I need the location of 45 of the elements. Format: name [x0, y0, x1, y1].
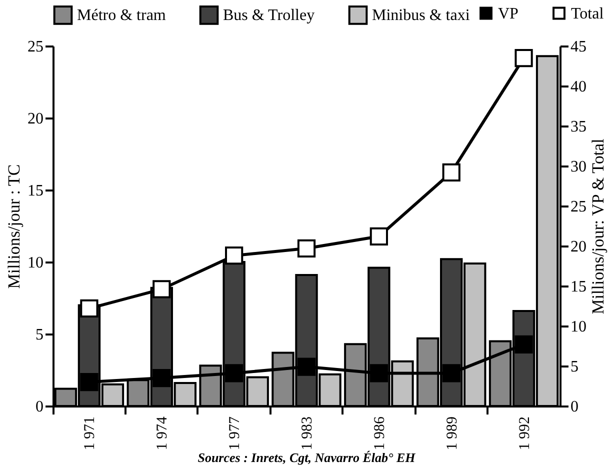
- legend-label: VP: [498, 5, 519, 22]
- y-tick-label: 5: [36, 326, 44, 344]
- y2-tick-label: 10: [570, 318, 586, 336]
- x-tick-label: 1 974: [154, 416, 171, 450]
- y2-tick-label: 0: [570, 398, 578, 416]
- point: [152, 368, 171, 388]
- x-tick-label: 1 977: [227, 416, 244, 450]
- y2-axis-title: Millions/jour: VP & Total: [588, 138, 608, 314]
- y2-tick-label: 40: [570, 78, 586, 96]
- point: [80, 299, 98, 318]
- point: [514, 335, 533, 354]
- y-tick-label: 15: [28, 182, 44, 200]
- y2-tick-label: 20: [570, 238, 586, 256]
- y2-tick-label: 35: [570, 118, 586, 136]
- y2-tick-label: 5: [570, 358, 578, 376]
- y2-tick-label: 15: [570, 278, 586, 296]
- source-note: Sources : Inrets, Cgt, Navarro Élab° EH: [198, 450, 416, 465]
- point: [442, 364, 460, 382]
- legend-label: Minibus & taxi: [372, 7, 470, 24]
- x-tick-label: 1 971: [82, 416, 98, 450]
- point: [297, 358, 316, 376]
- x-tick-label: 1 983: [300, 416, 316, 450]
- point: [225, 246, 244, 265]
- point: [370, 364, 388, 382]
- point: [297, 239, 316, 258]
- y-axis-title: Millions/jour : TC: [4, 164, 24, 289]
- legend-label: Métro & tram: [77, 7, 166, 24]
- point: [514, 48, 533, 68]
- x-tick-label: 1 986: [372, 416, 388, 450]
- point: [442, 163, 460, 182]
- legend-label: Total: [571, 5, 604, 22]
- y2-tick-label: 30: [570, 158, 586, 176]
- point: [80, 372, 98, 392]
- point: [370, 227, 388, 246]
- y-tick-label: 10: [28, 254, 44, 272]
- y-tick-label: 20: [28, 110, 44, 128]
- y-tick-label: 0: [36, 398, 44, 416]
- x-tick-label: 1 992: [516, 416, 533, 450]
- y2-tick-label: 45: [570, 38, 586, 56]
- x-tick-label: 1 989: [444, 416, 460, 450]
- y2-tick-label: 25: [570, 198, 586, 216]
- point: [225, 364, 244, 382]
- legend-label: Bus & Trolley: [223, 7, 315, 24]
- y-tick-label: 25: [28, 38, 44, 56]
- point: [152, 280, 171, 298]
